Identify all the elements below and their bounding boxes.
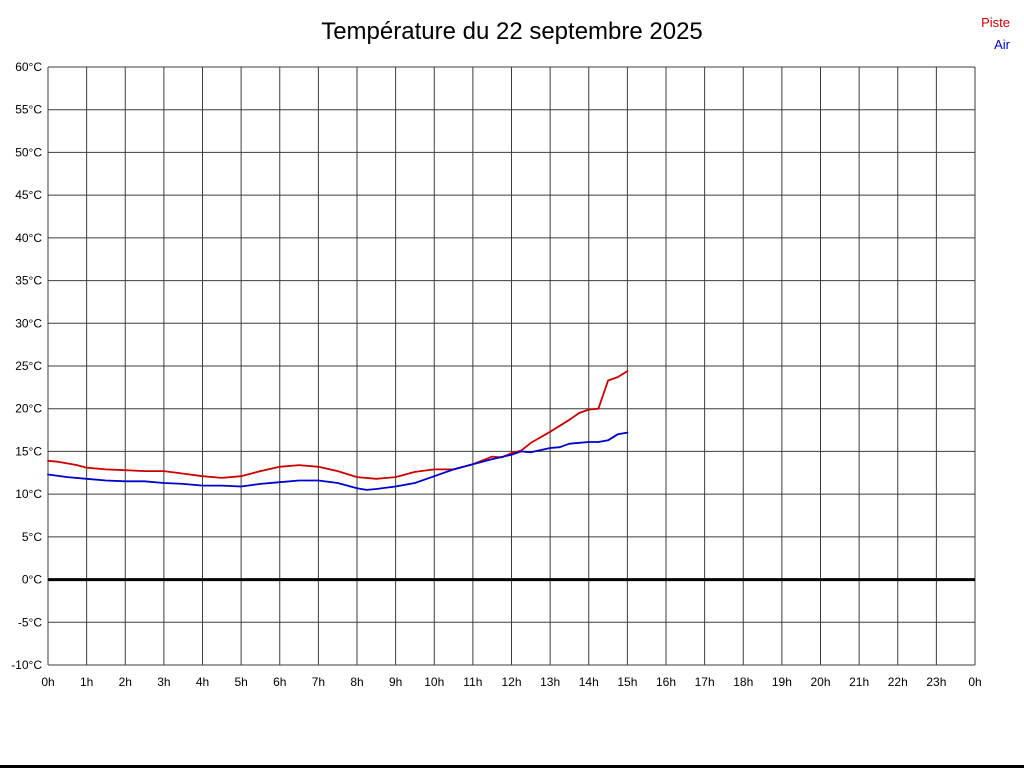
y-axis-labels: 60°C 55°C 50°C 45°C 40°C 35°C 30°C 25°C 20°C 15°C… [11,60,42,672]
y-tick-label: 5°C [22,530,42,544]
y-tick-label: -10°C [11,658,42,672]
x-tick-label: 23h [926,675,946,689]
y-tick-label: 40°C [15,231,42,245]
x-tick-label: 0h [41,675,54,689]
y-tick-label: -5°C [18,615,42,629]
x-tick-label: 10h [424,675,444,689]
y-tick-label: 25°C [15,359,42,373]
x-tick-label: 15h [617,675,637,689]
x-tick-label: 5h [234,675,247,689]
x-tick-label: 19h [772,675,792,689]
chart-legend: Piste Air [920,12,1010,56]
y-tick-label: 10°C [15,487,42,501]
x-tick-label: 6h [273,675,286,689]
x-tick-label: 0h [968,675,981,689]
x-tick-label: 21h [849,675,869,689]
y-tick-label: 35°C [15,274,42,288]
chart-title: Température du 22 septembre 2025 [321,18,703,45]
x-tick-label: 3h [157,675,170,689]
series-piste-line [47,370,629,480]
y-tick-label: 50°C [15,145,42,159]
y-tick-label: 0°C [22,573,42,587]
x-tick-label: 13h [540,675,560,689]
legend-label-air: Air [994,37,1010,52]
x-tick-label: 17h [695,675,715,689]
x-tick-label: 2h [119,675,132,689]
y-tick-label: 20°C [15,402,42,416]
x-tick-label: 9h [389,675,402,689]
x-tick-label: 20h [810,675,830,689]
grid-lines [47,66,976,666]
legend-label-piste: Piste [981,15,1010,30]
y-tick-label: 30°C [15,316,42,330]
x-tick-label: 22h [888,675,908,689]
x-axis-labels: 0h 1h 2h 3h 4h 5h 6h 7h 8h 9h 10h 11h 12h 13h 14h 15h 16… [41,675,981,689]
x-tick-label: 16h [656,675,676,689]
x-tick-label: 11h [463,675,482,689]
x-tick-label: 14h [579,675,599,689]
y-tick-label: 60°C [15,60,42,74]
x-tick-label: 7h [312,675,325,689]
y-tick-label: 55°C [15,103,42,117]
x-tick-label: 1h [80,675,93,689]
x-tick-label: 4h [196,675,209,689]
series-air-line [47,431,629,491]
y-tick-label: 15°C [15,444,42,458]
y-tick-label: 45°C [15,188,42,202]
x-tick-label: 18h [733,675,753,689]
x-tick-label: 12h [501,675,521,689]
x-tick-label: 8h [350,675,363,689]
